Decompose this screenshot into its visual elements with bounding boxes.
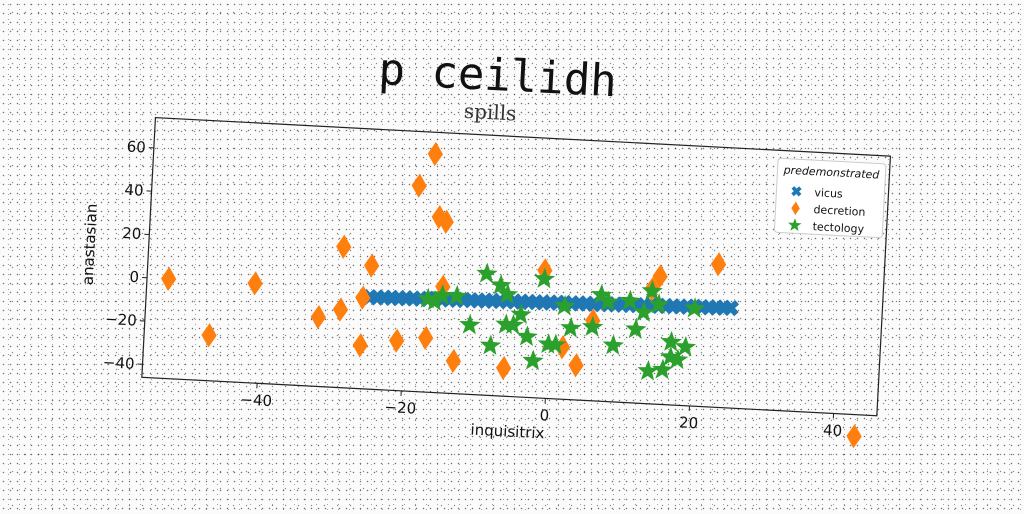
series-vicus	[364, 283, 737, 323]
point	[560, 316, 582, 337]
point	[363, 253, 380, 278]
point	[793, 187, 801, 195]
point	[310, 305, 327, 330]
point	[625, 318, 647, 339]
x-tick-label: −20	[384, 398, 417, 418]
legend-label: vicus	[814, 186, 843, 200]
y-tick-label: 20	[122, 224, 142, 243]
point	[427, 141, 444, 166]
point	[581, 315, 603, 336]
point	[602, 334, 624, 355]
chart-container: spills −40 −20 0 20 40 60 −40 −20 0 20 40 inquisi…	[51, 83, 970, 510]
point	[160, 266, 177, 291]
point	[417, 325, 434, 350]
y-tick-label: −40	[102, 353, 135, 373]
point	[479, 334, 501, 355]
point	[352, 333, 369, 358]
x-tick-label: 0	[539, 406, 549, 424]
point	[445, 349, 462, 374]
x-tick-label: 20	[679, 413, 699, 432]
point	[332, 297, 349, 322]
point	[495, 355, 512, 380]
point	[568, 353, 585, 378]
x-axis-label: inquisitrix	[470, 421, 545, 443]
point	[710, 252, 727, 277]
point	[846, 424, 863, 449]
x-tick-label: −40	[240, 390, 273, 410]
y-tick-label: 0	[129, 268, 139, 286]
point	[247, 271, 264, 296]
chart-subtitle: spills	[463, 99, 517, 126]
point	[459, 313, 481, 334]
x-tick-label: 40	[823, 421, 843, 440]
point	[411, 173, 428, 198]
point	[335, 234, 352, 259]
y-axis-label: anastasian	[79, 203, 101, 285]
point	[516, 325, 538, 346]
legend-label: tectology	[812, 220, 865, 236]
y-axis: −40 −20 0 20 40 60	[102, 137, 154, 373]
scatter-chart: spills −40 −20 0 20 40 60 −40 −20 0 20 40 inquisi…	[51, 83, 970, 510]
y-tick-label: −20	[105, 310, 138, 330]
point	[724, 302, 737, 315]
point	[388, 328, 405, 353]
point	[354, 285, 371, 310]
y-tick-label: 60	[126, 137, 146, 156]
point	[201, 323, 218, 348]
point	[522, 349, 544, 370]
point	[476, 262, 498, 283]
y-tick-label: 40	[124, 181, 144, 200]
legend-label: decretion	[813, 203, 866, 219]
